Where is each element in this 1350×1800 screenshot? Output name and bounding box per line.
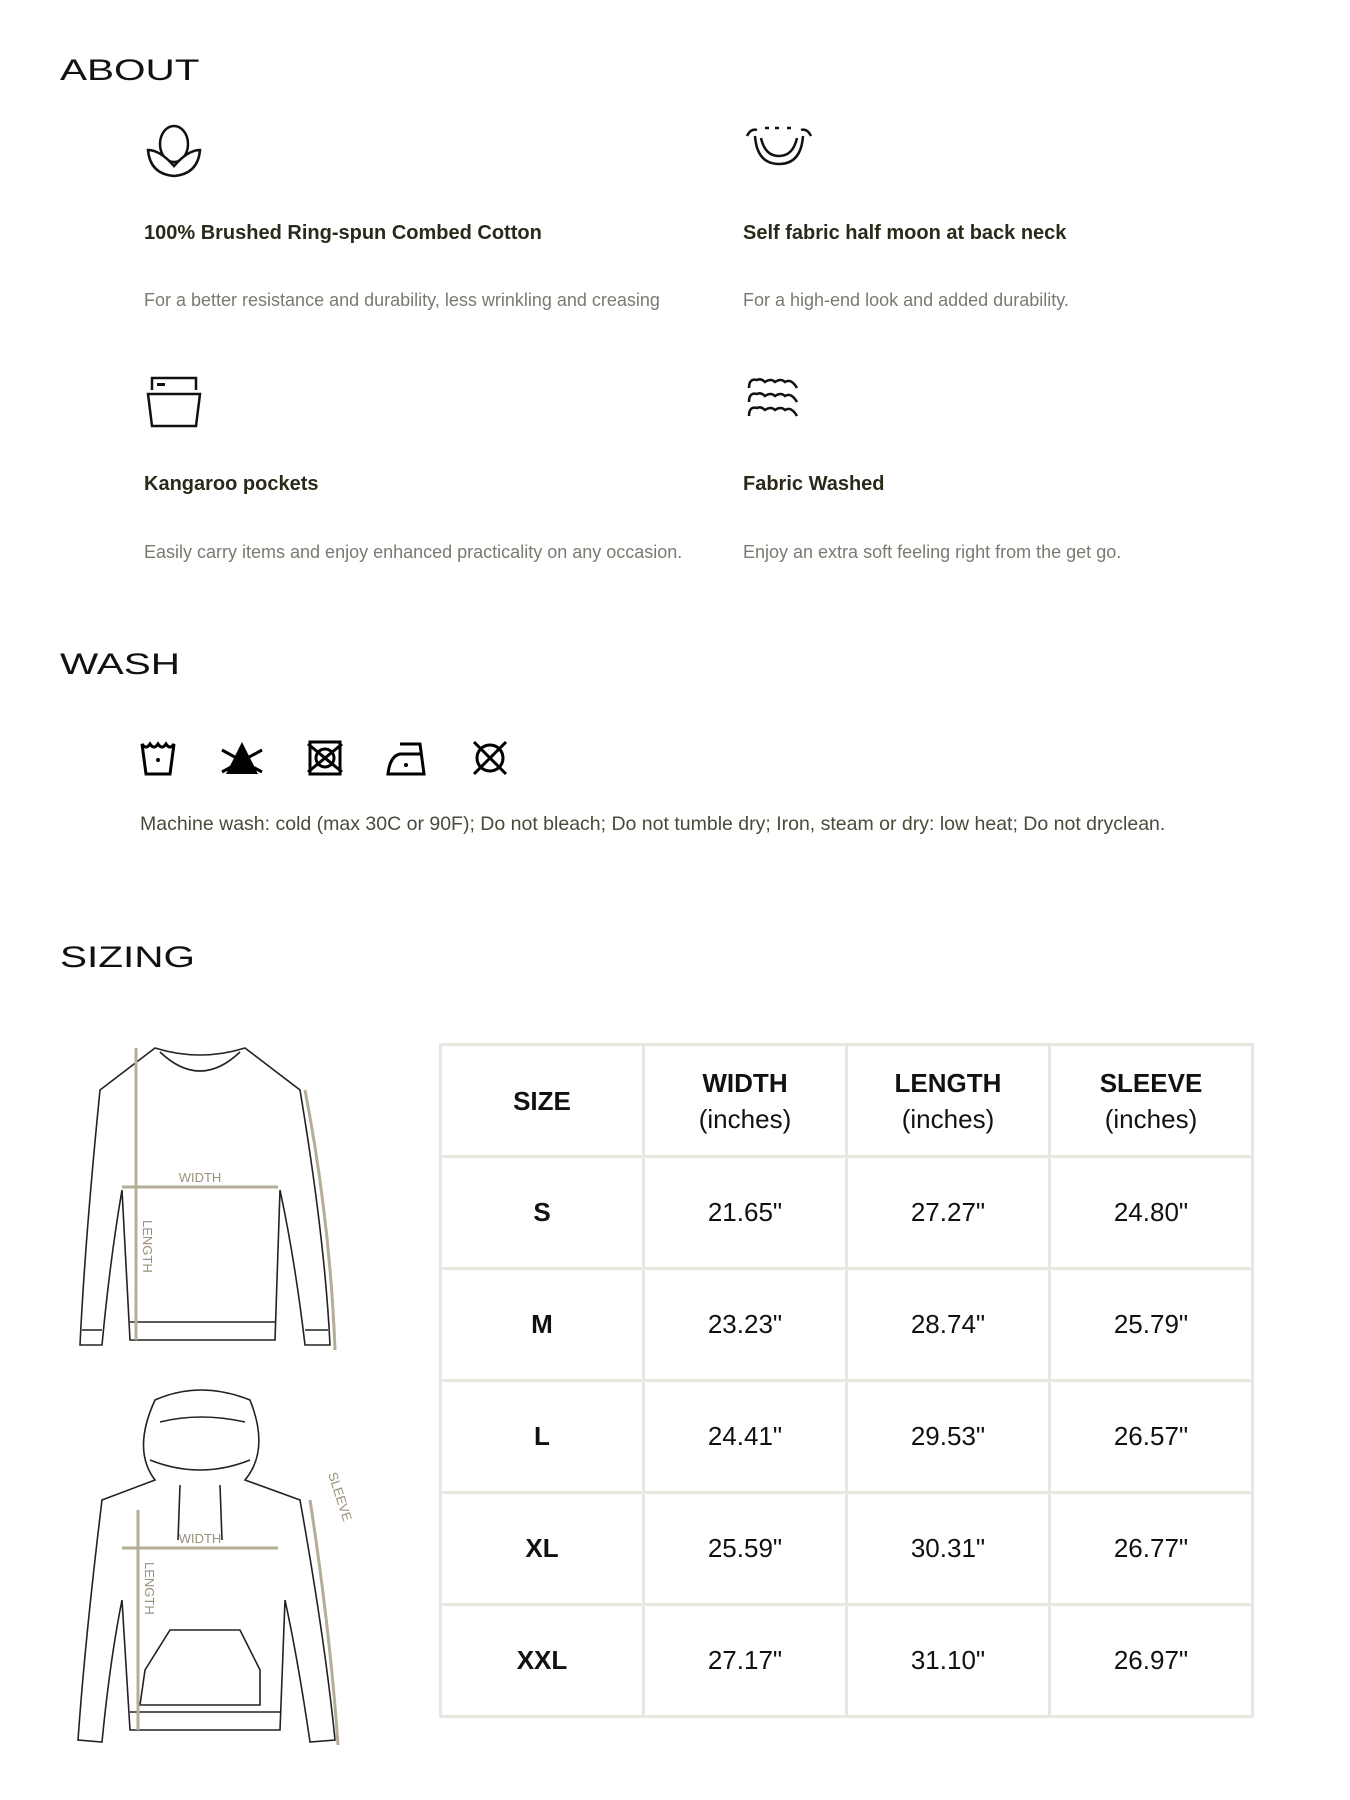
feature-description: For a better resistance and durability, …	[144, 290, 660, 310]
do-not-bleach-icon	[221, 742, 263, 774]
cotton-boll-icon	[146, 124, 202, 178]
table-row: S 21.65" 27.27" 24.80"	[439, 1155, 1254, 1270]
length-label: LENGTH	[142, 1562, 157, 1615]
sizing-heading: SIZING	[60, 941, 196, 974]
garment-measurement-diagram: WIDTH WIDTH LENGTH LENGTH SLEEVE	[77, 1047, 355, 1746]
feature-description: For a high-end look and added durability…	[743, 290, 1069, 310]
width-label: WIDTH	[179, 1170, 222, 1185]
width-label: WIDTH	[179, 1531, 222, 1546]
do-not-dryclean-icon	[472, 740, 508, 776]
sleeve-cell: 26.57"	[1048, 1379, 1254, 1494]
feature-pockets: Kangaroo pockets Easily carry items and …	[144, 374, 684, 594]
size-cell: XXL	[439, 1603, 645, 1718]
feature-title: Fabric Washed	[743, 473, 885, 495]
sleeve-cell: 24.80"	[1048, 1155, 1254, 1270]
sleeve-cell: 26.97"	[1048, 1603, 1254, 1718]
table-row: M 23.23" 28.74" 25.79"	[439, 1267, 1254, 1382]
column-header-sleeve: SLEEVE (inches)	[1048, 1043, 1254, 1158]
column-header-width: WIDTH (inches)	[642, 1043, 848, 1158]
size-cell: L	[439, 1379, 645, 1494]
feature-title: Self fabric half moon at back neck	[743, 222, 1067, 244]
width-cell: 24.41"	[642, 1379, 848, 1494]
size-cell: S	[439, 1155, 645, 1270]
half-moon-neck-icon	[745, 126, 813, 166]
table-row: L 24.41" 29.53" 26.57"	[439, 1379, 1254, 1494]
sleeve-cell: 26.77"	[1048, 1491, 1254, 1606]
feature-title: 100% Brushed Ring-spun Combed Cotton	[144, 222, 542, 244]
size-cell: M	[439, 1267, 645, 1382]
length-cell: 27.27"	[845, 1155, 1051, 1270]
length-cell: 28.74"	[845, 1267, 1051, 1382]
table-header-row: SIZE WIDTH (inches) LENGTH (inches) SLEEVE…	[439, 1043, 1254, 1158]
length-cell: 30.31"	[845, 1491, 1051, 1606]
length-cell: 29.53"	[845, 1379, 1051, 1494]
feature-fabric-washed: Fabric Washed Enjoy an extra soft feelin…	[743, 374, 1283, 594]
iron-low-heat-icon	[386, 742, 426, 776]
do-not-tumble-dry-icon	[307, 740, 343, 776]
measurement-lines	[122, 1048, 340, 1746]
hoodie-drawing	[77, 1389, 336, 1743]
sleeve-label: SLEEVE	[325, 1470, 355, 1523]
length-cell: 31.10"	[845, 1603, 1051, 1718]
column-header-size: SIZE	[439, 1043, 645, 1158]
sleeve-cell: 25.79"	[1048, 1267, 1254, 1382]
feature-half-moon: Self fabric half moon at back neck For a…	[743, 124, 1283, 344]
feature-description: Enjoy an extra soft feeling right from t…	[743, 542, 1122, 562]
size-chart-table: SIZE WIDTH (inches) LENGTH (inches) SLEEVE…	[439, 1043, 1254, 1718]
waves-icon	[747, 378, 799, 417]
width-cell: 27.17"	[642, 1603, 848, 1718]
sweatshirt-drawing	[79, 1047, 331, 1346]
feature-title: Kangaroo pockets	[144, 473, 319, 495]
feature-description: Easily carry items and enjoy enhanced pr…	[144, 542, 683, 562]
length-label: LENGTH	[140, 1220, 155, 1273]
size-cell: XL	[439, 1491, 645, 1606]
about-heading: ABOUT	[60, 54, 200, 87]
table-row: XXL 27.17" 31.10" 26.97"	[439, 1603, 1254, 1718]
wash-instructions: Machine wash: cold (max 30C or 90F); Do …	[140, 813, 1166, 835]
machine-wash-cold-icon	[140, 741, 176, 776]
width-cell: 23.23"	[642, 1267, 848, 1382]
width-cell: 25.59"	[642, 1491, 848, 1606]
wash-heading: WASH	[60, 648, 181, 681]
column-header-length: LENGTH (inches)	[845, 1043, 1051, 1158]
feature-cotton: 100% Brushed Ring-spun Combed Cotton For…	[144, 124, 684, 344]
width-cell: 21.65"	[642, 1155, 848, 1270]
pocket-icon	[146, 376, 202, 428]
table-row: XL 25.59" 30.31" 26.77"	[439, 1491, 1254, 1606]
